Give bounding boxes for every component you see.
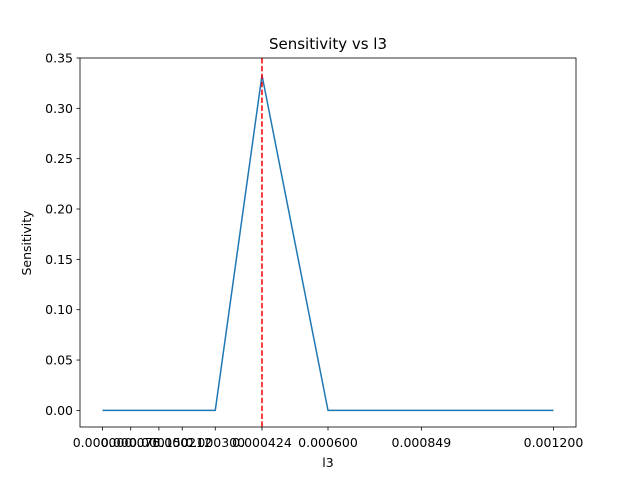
chart-title: Sensitivity vs l3: [269, 35, 387, 53]
x-tick-label: 0.000849: [392, 435, 452, 450]
x-tick-label: 0.000600: [298, 435, 358, 450]
y-axis-label: Sensitivity: [19, 210, 34, 276]
y-tick-label: 0.10: [45, 302, 73, 317]
x-tick-label: 0.000212: [152, 435, 212, 450]
x-axis-label: l3: [322, 455, 333, 470]
x-tick-label: 0.001200: [524, 435, 584, 450]
y-tick-label: 0.20: [45, 202, 73, 217]
x-tick-label: 0.000300: [185, 435, 245, 450]
y-tick-label: 0.35: [45, 51, 73, 66]
x-tick-label: 0.000000: [73, 435, 133, 450]
y-tick-label: 0.00: [45, 403, 73, 418]
plot-area: 0.00 0.05 0.10 0.15 0.20 0.25 0.30 0.35 0.000000…: [45, 51, 583, 451]
y-tick-label: 0.05: [45, 353, 73, 368]
x-tick-label: 0.000424: [232, 435, 292, 450]
y-tick-label: 0.25: [45, 151, 73, 166]
series-line-0: [102, 74, 554, 412]
x-tick-label: 0.000075: [101, 435, 161, 450]
y-tick-label: 0.30: [45, 101, 73, 116]
x-tick-label: 0.000150: [129, 435, 189, 450]
y-tick-label: 0.15: [45, 252, 73, 267]
